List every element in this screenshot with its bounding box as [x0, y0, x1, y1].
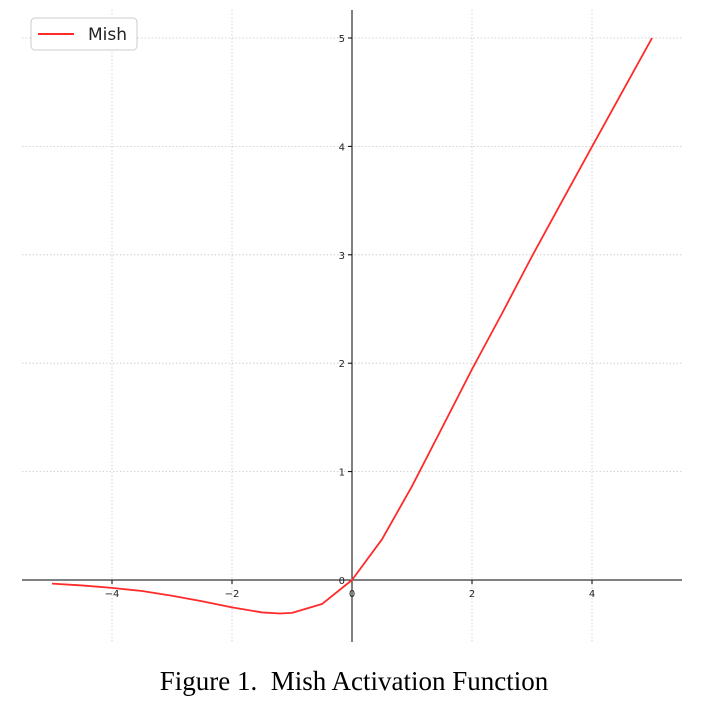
series-layer — [51, 37, 653, 615]
axes — [22, 10, 682, 642]
legend-label: Mish — [88, 25, 127, 45]
y-tick-label: 5 — [339, 34, 345, 45]
y-tick-label: 3 — [339, 251, 345, 262]
figure-caption: Figure 1. Mish Activation Function — [159, 666, 549, 696]
x-tick-label: −4 — [105, 589, 120, 600]
legend: Mish — [30, 17, 138, 51]
mish-chart: −4 −2 0 2 4 0 1 2 3 4 5 Mish — [22, 10, 682, 642]
x-tick-label: 2 — [469, 589, 475, 600]
x-tick-label: 0 — [349, 589, 355, 600]
legend-box — [30, 17, 138, 51]
y-tick-label: 0 — [339, 576, 345, 587]
ticks: −4 −2 0 2 4 0 1 2 3 4 5 — [105, 34, 596, 600]
x-tick-label: −2 — [225, 589, 240, 600]
x-tick-label: 4 — [589, 589, 595, 600]
y-tick-label: 1 — [339, 468, 345, 479]
y-tick-label: 4 — [339, 142, 345, 153]
series-line-mish — [51, 37, 653, 615]
y-tick-label: 2 — [339, 359, 345, 370]
